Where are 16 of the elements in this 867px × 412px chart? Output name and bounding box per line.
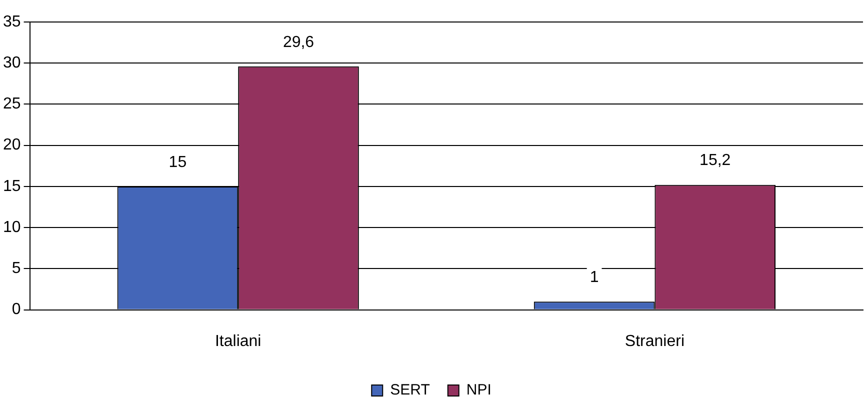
- y-tick-label: 15: [3, 178, 21, 195]
- data-label: 15: [168, 154, 187, 171]
- x-tick-label: Stranieri: [624, 332, 684, 350]
- y-tick-label: 5: [12, 260, 21, 278]
- data-label: 1: [590, 268, 599, 286]
- y-tick-label: 10: [3, 218, 21, 236]
- y-tick-label: 35: [3, 13, 21, 30]
- data-label: 29,6: [282, 34, 314, 51]
- y-tick-label: 25: [3, 96, 21, 113]
- y-tick-label: 30: [3, 54, 21, 72]
- y-tick-label: 0: [12, 301, 21, 318]
- legend-label: SERT: [390, 382, 430, 399]
- x-tick-label: Italiani: [214, 332, 262, 350]
- legend-label: NPI: [466, 382, 492, 399]
- data-label: 15,2: [700, 152, 731, 170]
- y-tick-label: 20: [3, 136, 21, 154]
